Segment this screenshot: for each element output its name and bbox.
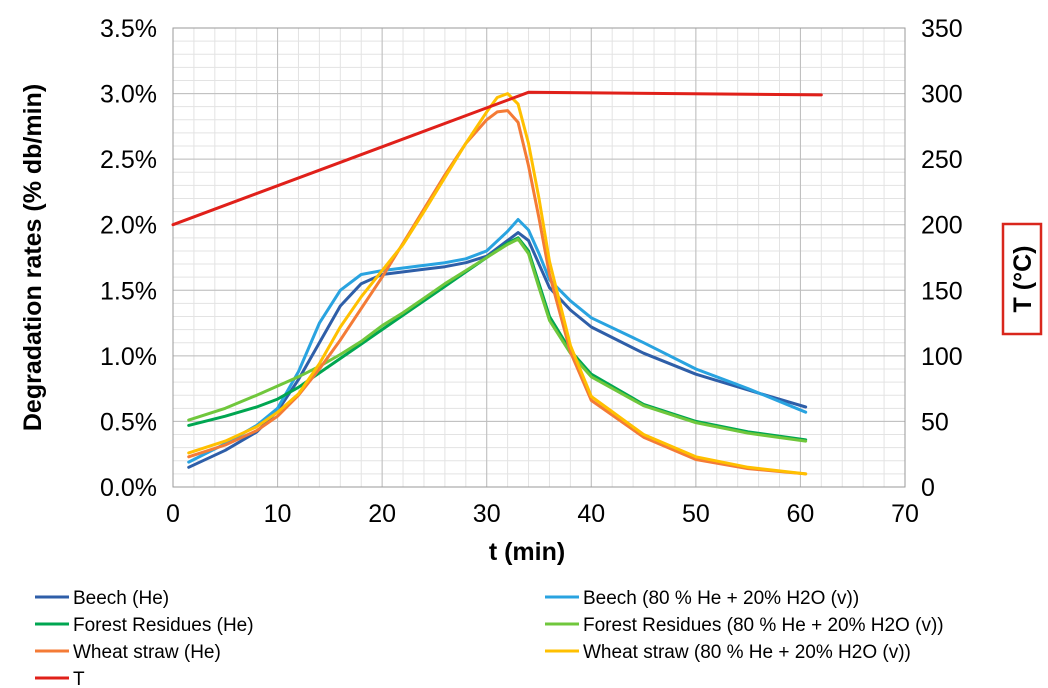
chart-series — [171, 90, 823, 476]
y-tick-label: 1.0% — [100, 343, 157, 371]
y-tick-label: 0.5% — [100, 408, 157, 436]
y2-tick-label: 200 — [921, 212, 963, 240]
y-tick-label: 3.0% — [100, 81, 157, 109]
series-line — [187, 109, 808, 476]
legend-label: T — [73, 669, 85, 688]
series-line — [187, 92, 808, 476]
x-tick-label: 40 — [577, 500, 605, 528]
legend: Beech (He) Beech (80 % He + 20% H2O (v)) F… — [35, 588, 944, 688]
y-tick-label: 2.0% — [100, 212, 157, 240]
legend-label: Forest Residues (He) — [73, 615, 254, 636]
y2-tick-label: 0 — [921, 474, 935, 502]
x-tick-label: 10 — [264, 500, 292, 528]
y-tick-label: 3.5% — [100, 15, 157, 43]
y2-tick-label: 50 — [921, 408, 949, 436]
y2-axis-title: T (°C) — [1009, 246, 1037, 313]
y-tick-label: 2.5% — [100, 146, 157, 174]
chart-ticks: 0 10 20 30 40 50 60 70 0.0% 0.5% 1.0% 1.5% 2.0% 2.5% 3… — [100, 15, 963, 528]
y2-tick-label: 150 — [921, 277, 963, 305]
plot-area-border — [172, 27, 906, 488]
x-tick-label: 60 — [787, 500, 815, 528]
legend-label: Wheat straw (He) — [73, 642, 221, 663]
x-axis-title: t (min) — [489, 538, 565, 566]
x-tick-label: 20 — [368, 500, 396, 528]
series-line — [171, 90, 823, 227]
legend-label: Beech (80 % He + 20% H2O (v)) — [583, 588, 859, 609]
series-line — [187, 218, 808, 464]
legend-label: Wheat straw (80 % He + 20% H2O (v)) — [583, 642, 911, 663]
y-tick-label: 0.0% — [100, 474, 157, 502]
series-line — [187, 237, 808, 443]
x-tick-label: 30 — [473, 500, 501, 528]
y2-axis-title-box — [1001, 222, 1043, 336]
y2-tick-label: 250 — [921, 146, 963, 174]
y2-tick-label: 100 — [921, 343, 963, 371]
x-tick-label: 0 — [166, 500, 180, 528]
y-axis-title: Degradation rates (% db/min) — [19, 84, 47, 431]
y2-tick-label: 350 — [921, 15, 963, 43]
legend-label: Forest Residues (80 % He + 20% H2O (v)) — [583, 615, 944, 636]
y2-tick-label: 300 — [921, 81, 963, 109]
x-tick-label: 70 — [891, 500, 919, 528]
x-tick-label: 50 — [682, 500, 710, 528]
legend-label: Beech (He) — [73, 588, 169, 609]
y-tick-label: 1.5% — [100, 277, 157, 305]
series-line — [187, 231, 808, 469]
